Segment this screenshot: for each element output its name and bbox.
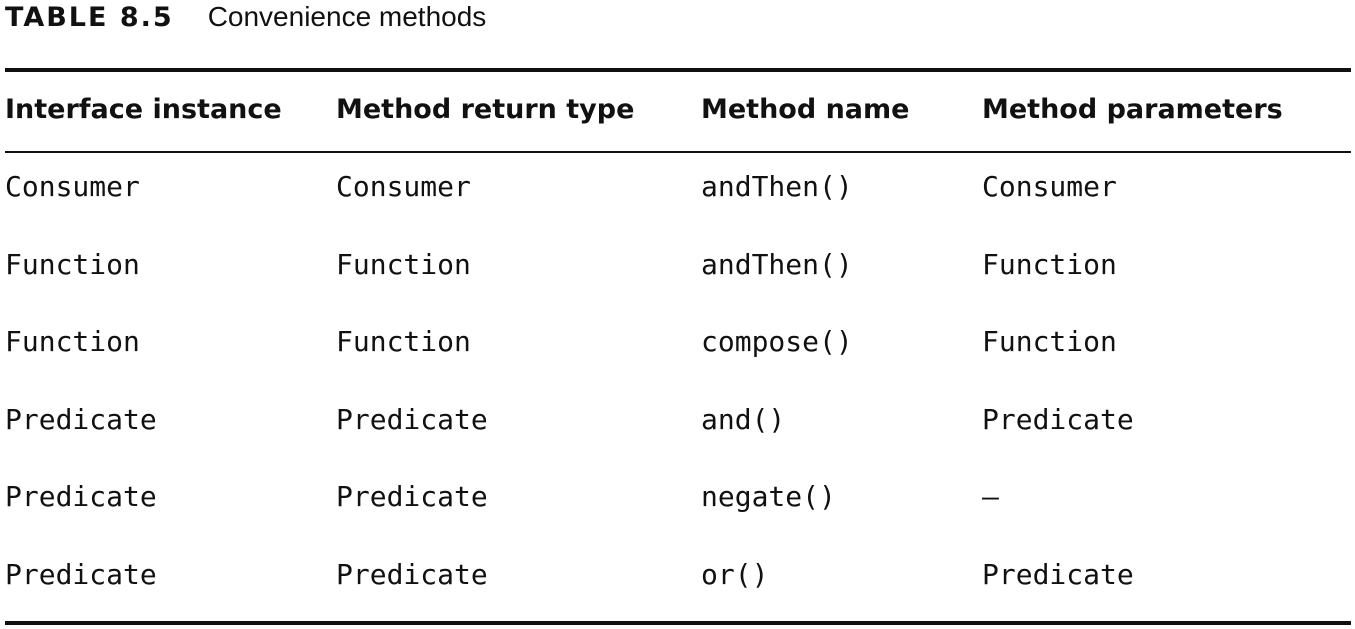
table-row: Predicate Predicate or() Predicate	[0, 541, 1355, 619]
cell-method-parameters: Consumer	[982, 170, 1117, 203]
table-row: Function Function compose() Function	[0, 308, 1355, 386]
cell-method-parameters: —	[982, 480, 999, 514]
table-header-rule	[5, 151, 1351, 153]
cell-method-return-type: Consumer	[336, 170, 471, 203]
cell-method-return-type: Predicate	[336, 480, 488, 514]
table-caption: TABLE 8.5 Convenience methods	[5, 0, 486, 34]
table-row: Predicate Predicate negate() —	[0, 463, 1355, 541]
header-method-name: Method name	[701, 94, 910, 125]
cell-interface-instance: Consumer	[5, 170, 140, 203]
cell-interface-instance: Predicate	[5, 480, 157, 514]
table-row: Predicate Predicate and() Predicate	[0, 386, 1355, 464]
cell-method-return-type: Predicate	[336, 557, 488, 591]
cell-interface-instance: Function	[5, 247, 140, 281]
cell-method-name: negate()	[701, 480, 836, 514]
cell-method-parameters: Predicate	[982, 557, 1134, 591]
cell-method-name: compose()	[701, 325, 853, 359]
header-method-return-type: Method return type	[336, 94, 635, 125]
table-body: Consumer Consumer andThen() Consumer Fun…	[0, 153, 1355, 619]
cell-method-parameters: Function	[982, 325, 1117, 359]
cell-method-parameters: Function	[982, 247, 1117, 281]
table-bottom-rule	[5, 621, 1351, 625]
cell-method-return-type: Predicate	[336, 402, 488, 436]
cell-method-name: andThen()	[701, 170, 853, 203]
table-row: Function Function andThen() Function	[0, 231, 1355, 309]
table-header-row: Interface instance Method return type Me…	[0, 72, 1355, 151]
cell-method-return-type: Function	[336, 325, 471, 359]
table-top-rule	[5, 68, 1351, 72]
header-interface-instance: Interface instance	[5, 94, 282, 125]
cell-interface-instance: Predicate	[5, 402, 157, 436]
cell-method-name: andThen()	[701, 247, 853, 281]
header-method-parameters: Method parameters	[982, 94, 1283, 125]
table-number: TABLE 8.5	[5, 2, 174, 33]
cell-method-parameters: Predicate	[982, 402, 1134, 436]
table-row: Consumer Consumer andThen() Consumer	[0, 153, 1355, 231]
table-title: Convenience methods	[207, 1, 487, 32]
cell-interface-instance: Predicate	[5, 557, 157, 591]
cell-method-return-type: Function	[336, 247, 471, 281]
cell-method-name: or()	[701, 557, 769, 591]
cell-method-name: and()	[701, 402, 786, 436]
cell-interface-instance: Function	[5, 325, 140, 359]
